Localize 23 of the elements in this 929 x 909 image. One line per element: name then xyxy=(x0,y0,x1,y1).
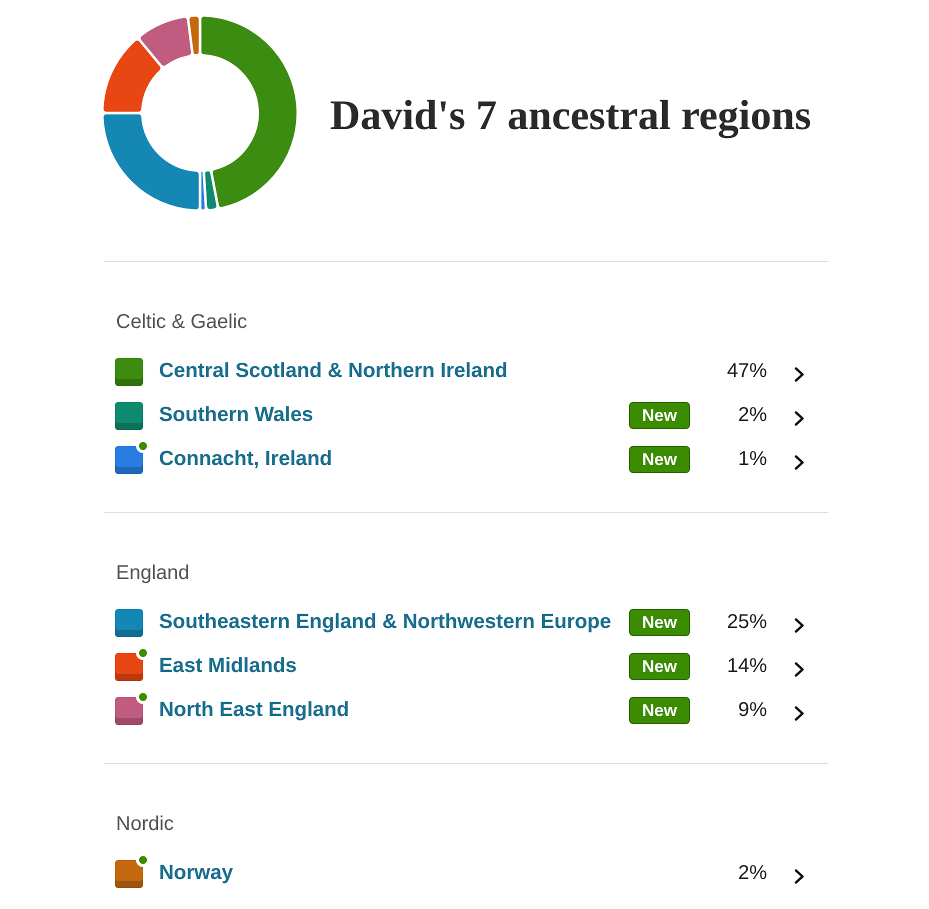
category-label: Celtic & Gaelic xyxy=(116,311,248,333)
text: New xyxy=(642,701,677,720)
legend-label: North East England xyxy=(159,697,350,723)
legend-label: Connacht, Ireland xyxy=(159,446,332,472)
data-label: 2% xyxy=(738,403,767,428)
category-label: Nordic xyxy=(116,813,174,835)
legend-label: Southern Wales xyxy=(159,402,314,428)
legend-label: Central Scotland & Northern Ireland xyxy=(159,358,508,384)
data-label: 2% xyxy=(738,861,767,886)
data-label: 47% xyxy=(726,359,767,384)
legend-label: Southeastern England & Northwestern Europe xyxy=(159,609,612,635)
data-label: 25% xyxy=(726,610,767,635)
legend-label: East Midlands xyxy=(159,653,297,679)
text: David's 7 ancestral regions xyxy=(330,93,812,139)
data-label: 9% xyxy=(738,698,767,723)
category-label: England xyxy=(116,562,190,584)
data-label: 14% xyxy=(726,654,767,679)
text: New xyxy=(642,657,677,676)
text: New xyxy=(642,450,677,469)
legend-label: Norway xyxy=(159,860,234,886)
text: New xyxy=(642,613,677,632)
data-label: 1% xyxy=(738,447,767,472)
text: New xyxy=(642,406,677,425)
